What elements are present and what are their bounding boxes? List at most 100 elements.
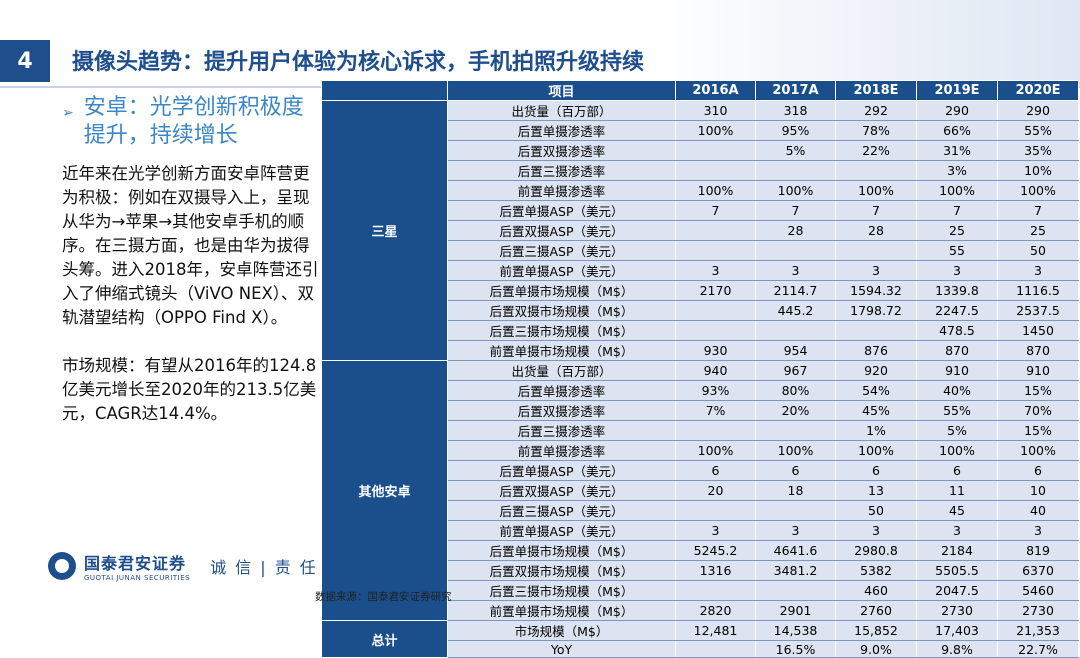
table-cell: 478.5 — [916, 320, 998, 341]
table-row: 前置单摄ASP（美元） 3 3 3 3 3 — [322, 520, 1079, 541]
header-cell: 2018E — [835, 80, 917, 101]
table-cell: 100% — [835, 440, 917, 461]
row-item-label: 后置双摄渗透率 — [447, 140, 676, 161]
table-cell: 20% — [755, 400, 836, 421]
footer-logo: 国泰君安证券 GUOTAI JUNAN SECURITIES 诚 信 | 责 任… — [48, 550, 357, 582]
table-cell: 445.2 — [755, 300, 836, 321]
table-cell — [675, 240, 756, 261]
camera-market-table: 项目 2016A 2017A 2018E 2019E 2020E 三星 出货量（百… — [321, 80, 1079, 658]
paragraph-innovation: 近年来在光学创新方面安卓阵营更为积极：例如在双摄导入上，呈现从华为→苹果→其他安… — [62, 164, 319, 327]
slide-title: 摄像头趋势：提升用户体验为核心诉求，手机拍照升级持续 — [72, 50, 645, 75]
table-cell: 55 — [916, 240, 998, 261]
table-cell: 21,353 — [997, 620, 1079, 641]
table-cell — [675, 580, 756, 601]
row-item-label: YoY — [447, 640, 676, 658]
table-cell: 7% — [675, 400, 756, 421]
table-cell: 819 — [997, 540, 1079, 561]
table-cell: 35% — [997, 140, 1079, 161]
table-cell: 55% — [997, 120, 1079, 141]
table-cell: 910 — [997, 360, 1079, 381]
subheading: ➢ 安卓：光学创新积极度提升，持续增长 — [62, 94, 320, 150]
table-cell: 910 — [916, 360, 998, 381]
table-row: 后置三摄渗透率 1% 5% 15% — [322, 420, 1079, 441]
row-item-label: 后置双摄ASP（美元） — [447, 220, 676, 241]
table-cell: 1339.8 — [916, 280, 998, 301]
table-cell: 100% — [755, 440, 836, 461]
table-cell: 5460 — [997, 580, 1079, 601]
table-cell — [755, 420, 836, 441]
table-cell: 920 — [835, 360, 917, 381]
table-cell: 2760 — [835, 600, 917, 621]
table-cell: 100% — [997, 180, 1079, 201]
company-name-en: GUOTAI JUNAN SECURITIES — [84, 574, 191, 582]
group-label: 总计 — [321, 620, 448, 658]
table-cell: 95% — [755, 120, 836, 141]
table-row: 前置单摄ASP（美元） 3 3 3 3 3 — [322, 260, 1079, 281]
table-cell: 3 — [916, 260, 998, 281]
table-row: 后置单摄ASP（美元） 7 7 7 7 7 — [322, 200, 1079, 221]
row-item-label: 后置三摄渗透率 — [447, 160, 676, 181]
table-cell: 55% — [916, 400, 998, 421]
table-cell: 3 — [675, 520, 756, 541]
table-cell: 40% — [916, 380, 998, 401]
table-row: 其他安卓 出货量（百万部） 940 967 920 910 910 — [321, 360, 1079, 621]
table-row: 后置双摄市场规模（M$） 1316 3481.2 5382 5505.5 6370 — [322, 560, 1079, 581]
table-cell: 290 — [997, 100, 1079, 121]
table-row: 后置双摄ASP（美元） 28 28 25 25 — [322, 220, 1079, 241]
table-cell: 13 — [835, 480, 917, 501]
header-cell: 2019E — [916, 80, 998, 101]
table-row: 前置单摄渗透率 100% 100% 100% 100% 100% — [322, 440, 1079, 461]
table-cell: 22.7% — [997, 640, 1079, 658]
table-row: 后置单摄市场规模（M$） 2170 2114.7 1594.32 1339.8 1116.… — [322, 280, 1079, 301]
row-item-label: 后置单摄市场规模（M$） — [447, 280, 676, 301]
table-cell: 10% — [997, 160, 1079, 181]
table-cell — [755, 580, 836, 601]
table-row: 后置双摄市场规模（M$） 445.2 1798.72 2247.5 2537.5 — [322, 300, 1079, 321]
table-cell — [675, 220, 756, 241]
table-cell: 940 — [675, 360, 756, 381]
table-cell: 6370 — [997, 560, 1079, 581]
table-row: 后置三摄ASP（美元） 50 45 40 — [322, 500, 1079, 521]
paragraph-market-size: 市场规模：有望从2016年的124.8亿美元增长至2020年的213.5亿美元，… — [62, 356, 317, 423]
table-cell: 7 — [675, 200, 756, 221]
table-cell: 290 — [916, 100, 998, 121]
table-cell: 876 — [835, 340, 917, 361]
table-cell: 930 — [675, 340, 756, 361]
table-cell: 5245.2 — [675, 540, 756, 561]
data-source: 数据来源：国泰君安证券研究 — [315, 591, 452, 603]
table-cell — [755, 160, 836, 181]
table-cell: 16.5% — [755, 640, 836, 658]
table-cell: 310 — [675, 100, 756, 121]
row-item-label: 前置单摄市场规模（M$） — [447, 600, 676, 621]
header-cell: 项目 — [447, 80, 676, 101]
table-cell: 7 — [755, 200, 836, 221]
table-cell: 100% — [675, 180, 756, 201]
table-cell: 14,538 — [755, 620, 836, 641]
table-cell: 50 — [835, 500, 917, 521]
group-label: 其他安卓 — [321, 360, 448, 621]
table-cell — [755, 500, 836, 521]
row-item-label: 出货量（百万部） — [447, 100, 676, 121]
table-cell: 1450 — [997, 320, 1079, 341]
table-cell: 17,403 — [916, 620, 998, 641]
table-cell — [675, 420, 756, 441]
table-cell: 954 — [755, 340, 836, 361]
table-header-row: 项目 2016A 2017A 2018E 2019E 2020E — [321, 80, 1079, 101]
table-cell: 100% — [997, 440, 1079, 461]
table-cell: 15% — [997, 420, 1079, 441]
table-cell: 66% — [916, 120, 998, 141]
table-cell — [835, 240, 917, 261]
table-cell: 6 — [755, 460, 836, 481]
table-cell: 870 — [916, 340, 998, 361]
data-table-container: 项目 2016A 2017A 2018E 2019E 2020E 三星 出货量（百… — [321, 80, 1079, 658]
table-row: 后置三摄渗透率 3% 10% — [322, 160, 1079, 181]
table-cell: 15,852 — [835, 620, 917, 641]
table-cell: 1% — [835, 420, 917, 441]
table-cell: 28 — [755, 220, 836, 241]
table-cell — [835, 320, 917, 341]
row-item-label: 后置双摄市场规模（M$） — [447, 300, 676, 321]
table-cell: 1316 — [675, 560, 756, 581]
table-cell: 1798.72 — [835, 300, 917, 321]
row-item-label: 后置三摄市场规模（M$） — [447, 320, 676, 341]
row-item-label: 后置三摄ASP（美元） — [447, 240, 676, 261]
